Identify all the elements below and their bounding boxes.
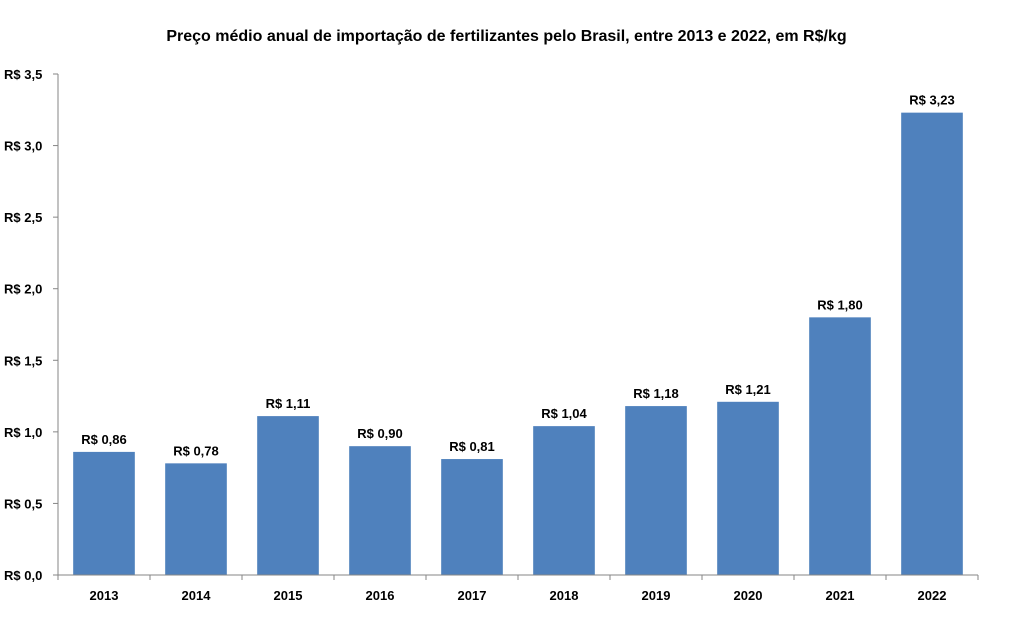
bar-2019: [625, 406, 687, 575]
y-tick-label: R$ 3,5: [4, 67, 42, 82]
y-tick-label: R$ 2,5: [4, 210, 42, 225]
data-label-2014: R$ 0,78: [173, 443, 219, 458]
bar-2013: [73, 451, 135, 575]
x-tick-label-2016: 2016: [366, 588, 395, 603]
x-tick-label-2019: 2019: [642, 588, 671, 603]
x-axis: 2013 2014 2015 2016 2017 2018 2019 2020 2021 2022: [57, 574, 979, 603]
data-labels: R$ 0,86 R$ 0,78 R$ 1,11 R$ 0,90 R$ 0,81 R$ 1,…: [81, 93, 955, 459]
bar-2020: [717, 401, 779, 575]
chart-title: Preço médio anual de importação de ferti…: [166, 28, 847, 45]
x-tick-label-2017: 2017: [458, 588, 487, 603]
x-tick-label-2015: 2015: [274, 588, 303, 603]
y-tick-label: R$ 0,5: [4, 496, 42, 511]
data-label-2016: R$ 0,90: [357, 426, 403, 441]
bar-2015: [257, 416, 319, 575]
bar-2017: [441, 459, 503, 575]
data-label-2022: R$ 3,23: [909, 93, 955, 108]
y-tick-label: R$ 1,5: [4, 353, 42, 368]
x-tick-label-2022: 2022: [918, 588, 947, 603]
bars: [73, 112, 963, 576]
y-tick-label: R$ 0,0: [4, 568, 42, 583]
bar-2018: [533, 426, 595, 575]
y-tick-label: R$ 3,0: [4, 139, 42, 154]
x-tick-label-2018: 2018: [550, 588, 579, 603]
y-axis: R$ 0,0 R$ 0,5 R$ 1,0 R$ 1,5 R$ 2,0 R$ 2,5 R$ 3…: [4, 67, 59, 583]
data-label-2021: R$ 1,80: [817, 297, 863, 312]
y-tick-label: R$ 2,0: [4, 282, 42, 297]
x-tick-label-2013: 2013: [90, 588, 119, 603]
data-label-2020: R$ 1,21: [725, 382, 771, 397]
data-label-2018: R$ 1,04: [541, 406, 587, 421]
x-tick-label-2020: 2020: [734, 588, 763, 603]
bar-2021: [809, 317, 871, 575]
bar-2014: [165, 463, 227, 575]
data-label-2015: R$ 1,11: [266, 396, 311, 411]
bar-2022: [901, 112, 963, 576]
data-label-2017: R$ 0,81: [449, 439, 495, 454]
bar-2016: [349, 446, 411, 575]
data-label-2013: R$ 0,86: [81, 432, 127, 447]
x-tick-label-2014: 2014: [182, 588, 212, 603]
x-tick-label-2021: 2021: [826, 588, 855, 603]
y-tick-label: R$ 1,0: [4, 425, 42, 440]
data-label-2019: R$ 1,18: [633, 386, 679, 401]
